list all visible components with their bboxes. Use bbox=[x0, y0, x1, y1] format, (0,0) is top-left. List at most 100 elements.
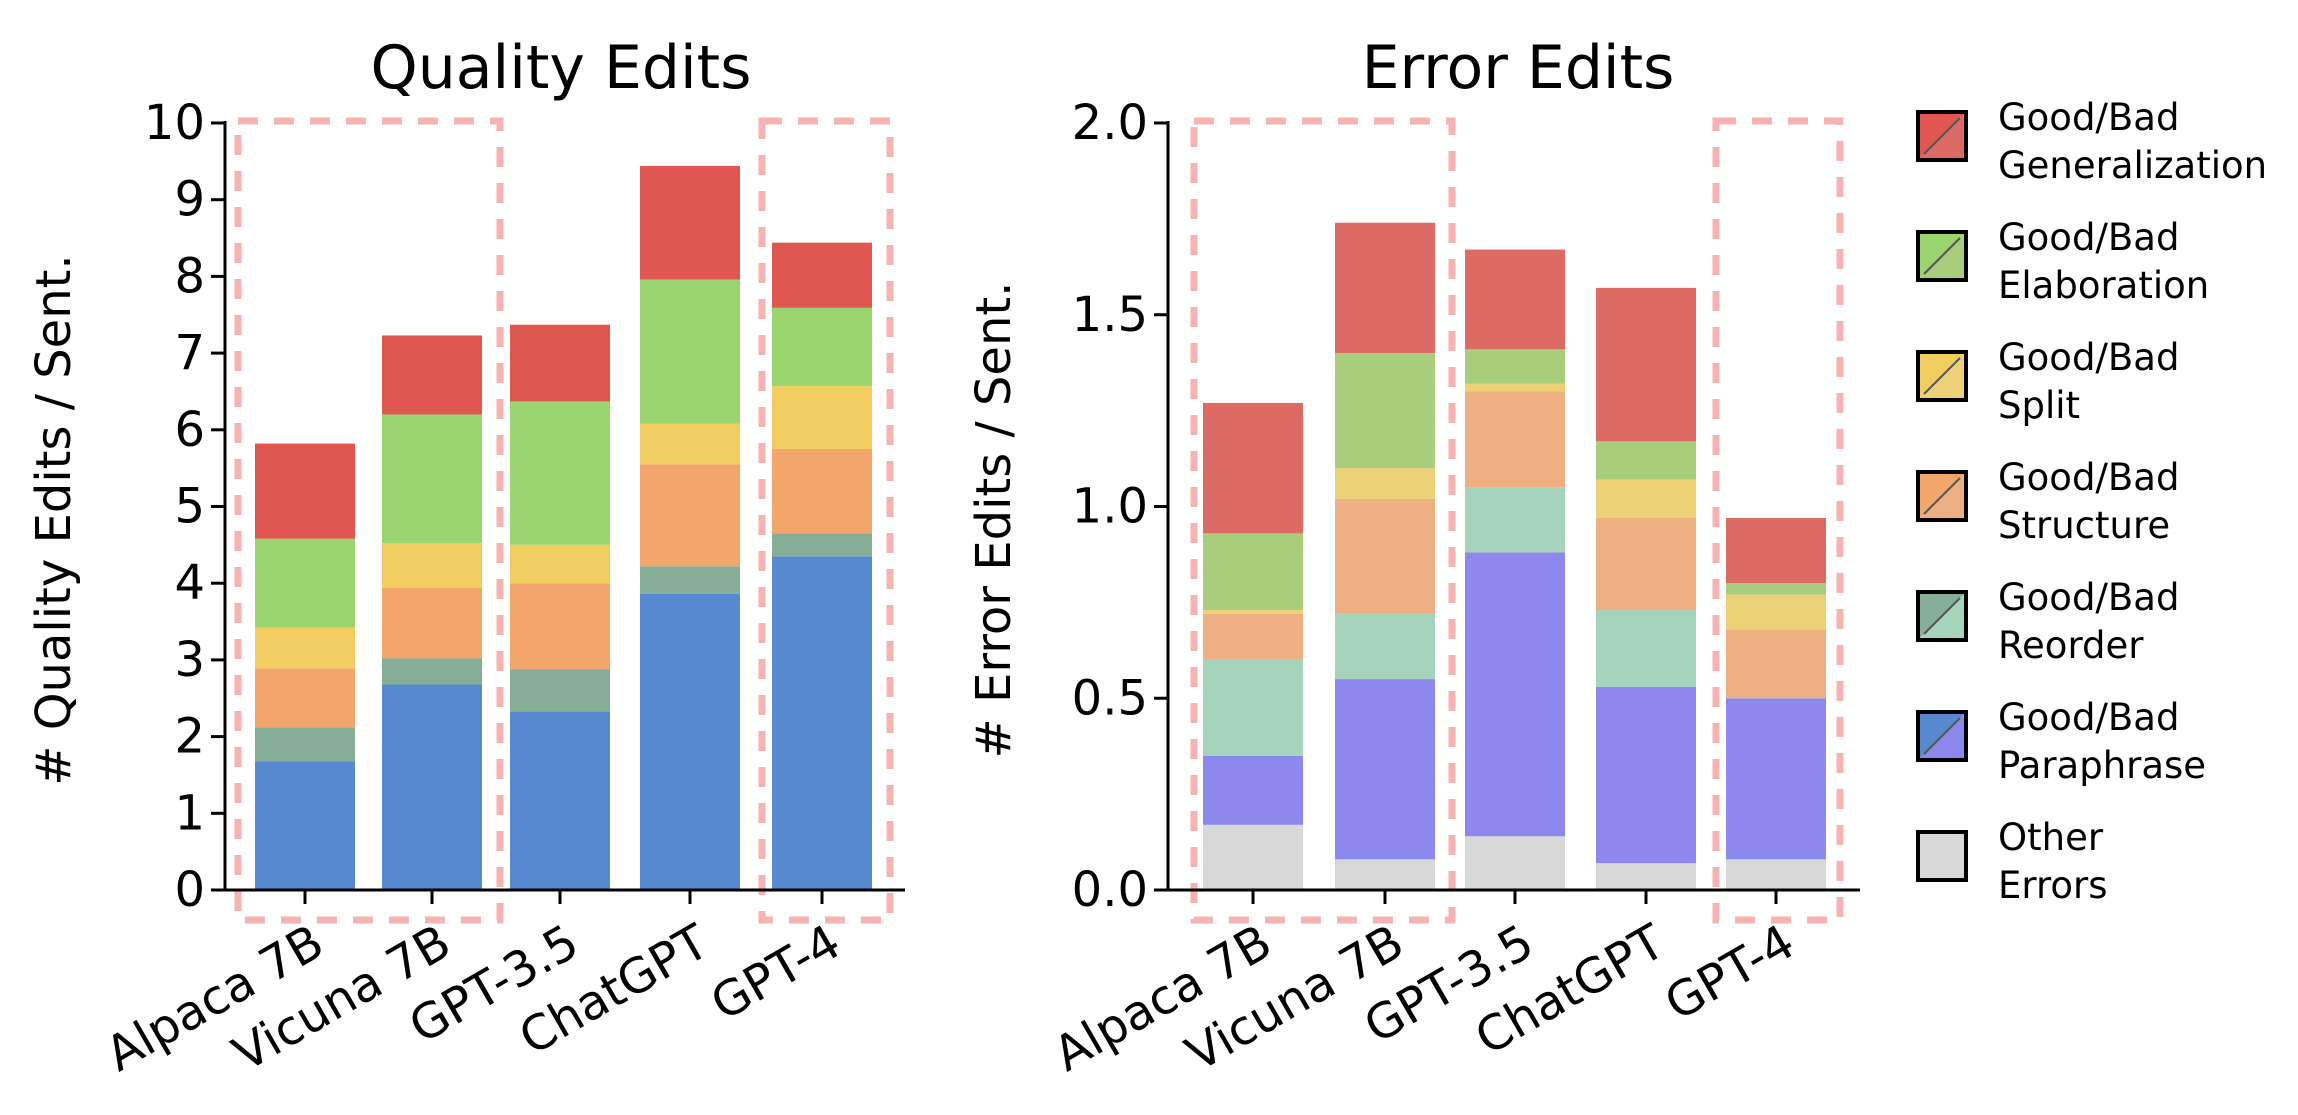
legend-label: Good/Bad bbox=[1998, 336, 2179, 379]
legend-label: Elaboration bbox=[1998, 264, 2209, 307]
y-tick-label: 9 bbox=[174, 172, 205, 228]
legend-label: Structure bbox=[1998, 504, 2170, 547]
bar-segment-reorder bbox=[1203, 659, 1303, 756]
bar-segment-structure bbox=[1335, 498, 1435, 614]
x-tick-label: GPT-4 bbox=[702, 914, 850, 1032]
bar-segment-generalization bbox=[510, 324, 610, 402]
bar-segment-paraphrase bbox=[640, 593, 740, 890]
bar-segment-structure bbox=[1203, 613, 1303, 660]
bar-segment-other bbox=[1596, 863, 1696, 890]
bar-segment-reorder bbox=[510, 669, 610, 712]
y-tick-label: 0.0 bbox=[1072, 862, 1148, 918]
y-tick-label: 2 bbox=[174, 709, 205, 765]
legend-swatch-border bbox=[1916, 470, 1968, 522]
bar-segment-generalization bbox=[772, 242, 872, 308]
bar-segment-structure bbox=[1726, 629, 1826, 699]
y-tick-label: 2.0 bbox=[1072, 95, 1148, 151]
bar-segment-paraphrase bbox=[382, 684, 482, 890]
bar-segment-structure bbox=[640, 464, 740, 567]
legend-item: Good/Bad Reorder bbox=[1916, 576, 2179, 667]
bar-segment-split bbox=[772, 386, 872, 449]
highlight-box bbox=[234, 117, 504, 924]
bar-segment-paraphrase bbox=[1465, 552, 1565, 837]
bar-segment-split bbox=[255, 627, 355, 669]
chart-title: Quality Edits bbox=[371, 33, 752, 103]
y-tick-label: 3 bbox=[174, 632, 205, 688]
bar-segment-structure bbox=[255, 668, 355, 728]
bar-segment-paraphrase bbox=[1203, 755, 1303, 825]
bar-segment-split bbox=[382, 543, 482, 588]
legend-label: Split bbox=[1998, 384, 2080, 427]
legend-label: Errors bbox=[1998, 864, 2107, 907]
bar-segment-other bbox=[1203, 824, 1303, 890]
y-tick-label: 8 bbox=[174, 248, 205, 304]
legend-label: Other bbox=[1998, 816, 2104, 859]
bar-segment-paraphrase bbox=[1726, 698, 1826, 860]
y-axis-label: # Error Edits / Sent. bbox=[966, 282, 1022, 759]
legend-swatch-diagonal bbox=[1923, 717, 1961, 755]
legend-swatch-diagonal bbox=[1923, 357, 1961, 395]
bar-segment-split bbox=[1596, 479, 1696, 519]
legend-item: Good/Bad Split bbox=[1916, 336, 2179, 427]
y-tick-label: 4 bbox=[174, 555, 205, 611]
y-tick-label: 1.0 bbox=[1072, 479, 1148, 535]
bar-segment-paraphrase bbox=[1596, 686, 1696, 864]
legend-label: Good/Bad bbox=[1998, 216, 2179, 259]
y-tick-label: 5 bbox=[174, 479, 205, 535]
bar-segment-generalization bbox=[1203, 402, 1303, 534]
bar-segment-elaboration bbox=[510, 401, 610, 545]
bar-segment-elaboration bbox=[1726, 583, 1826, 595]
bar-segment-split bbox=[1726, 594, 1826, 630]
bar-segment-elaboration bbox=[1335, 353, 1435, 469]
legend-swatch-border bbox=[1916, 590, 1968, 642]
legend-label: Paraphrase bbox=[1998, 744, 2206, 787]
bar-segment-other bbox=[1335, 859, 1435, 890]
chart-title: Error Edits bbox=[1362, 33, 1675, 103]
legend-label: Good/Bad bbox=[1998, 456, 2179, 499]
bar-segment-reorder bbox=[640, 566, 740, 594]
y-tick-label: 10 bbox=[144, 95, 205, 151]
legend: Good/Bad Generalization Good/Bad Elaboratio… bbox=[1916, 96, 2267, 907]
y-tick-label: 0.5 bbox=[1072, 670, 1148, 726]
bar-segment-split bbox=[1203, 610, 1303, 614]
bar-segment-split bbox=[640, 423, 740, 465]
legend-swatch-lower bbox=[1918, 832, 1966, 880]
bar-segment-reorder bbox=[382, 658, 482, 685]
bar-segment-elaboration bbox=[255, 538, 355, 628]
y-tick-label: 7 bbox=[174, 325, 205, 381]
bar-segment-generalization bbox=[382, 335, 482, 415]
highlight-box bbox=[758, 117, 894, 924]
legend-swatch-border bbox=[1916, 710, 1968, 762]
legend-label: Good/Bad bbox=[1998, 96, 2179, 139]
bar-segment-generalization bbox=[1335, 222, 1435, 354]
bar-segment-elaboration bbox=[1596, 441, 1696, 480]
legend-item: Good/Bad Structure bbox=[1916, 456, 2179, 547]
error-edits-chart: Error Edits # Error Edits / Sent. 0.0 0.5… bbox=[966, 33, 1860, 1083]
legend-swatch-diagonal bbox=[1923, 237, 1961, 275]
bar-segment-structure bbox=[510, 583, 610, 670]
bar-segment-elaboration bbox=[640, 279, 740, 424]
bar-segment-paraphrase bbox=[510, 711, 610, 890]
y-tick-label: 0 bbox=[174, 862, 205, 918]
legend-item: Other Errors bbox=[1916, 816, 2107, 907]
bar-segment-reorder bbox=[772, 533, 872, 557]
legend-label: Good/Bad bbox=[1998, 576, 2179, 619]
legend-item: Good/Bad Elaboration bbox=[1916, 216, 2209, 307]
x-tick-label: GPT-4 bbox=[1656, 914, 1804, 1032]
bar-segment-reorder bbox=[255, 727, 355, 762]
bar-segment-reorder bbox=[1465, 487, 1565, 553]
bar-segment-generalization bbox=[1726, 518, 1826, 584]
highlight-box bbox=[1190, 117, 1456, 924]
legend-label: Generalization bbox=[1998, 144, 2267, 187]
bar-segment-paraphrase bbox=[772, 556, 872, 890]
bar-segment-split bbox=[510, 544, 610, 584]
bar-segment-other bbox=[1465, 836, 1565, 890]
legend-swatch-diagonal bbox=[1923, 117, 1961, 155]
legend-item: Good/Bad Generalization bbox=[1916, 96, 2267, 187]
bar-segment-reorder bbox=[1335, 613, 1435, 680]
bar-segment-paraphrase bbox=[1335, 679, 1435, 860]
legend-label: Good/Bad bbox=[1998, 696, 2179, 739]
legend-swatch-diagonal bbox=[1923, 597, 1961, 635]
y-tick-label: 6 bbox=[174, 402, 205, 458]
